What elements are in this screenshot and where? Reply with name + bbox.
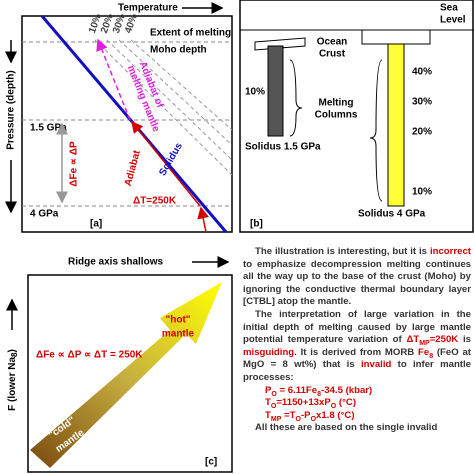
- label: 40%: [412, 67, 432, 78]
- text-run: T: [265, 397, 271, 409]
- paragraph: TMP =TO-POx1.8 (°C): [243, 410, 471, 423]
- label: 20%: [412, 127, 432, 138]
- label: Moho depth: [150, 45, 207, 56]
- text-run: =T: [281, 409, 296, 421]
- text-run: MP: [270, 415, 282, 423]
- y-axis-label: F (lower Na8): [7, 349, 19, 411]
- text-run: All these are based on the single invali…: [255, 422, 438, 434]
- label: ΔFe ∝ ΔP: [69, 141, 80, 187]
- text-run: MP: [419, 340, 430, 348]
- adiabat-line: [197, 206, 210, 233]
- text-run: . It is derived from MORB: [294, 346, 418, 358]
- panel-frame: [21, 15, 233, 233]
- text-run: misguiding: [243, 346, 295, 358]
- text-run: (°C): [336, 397, 357, 409]
- melt-isopleths: [94, 39, 233, 176]
- text-run: P: [265, 384, 272, 396]
- text-run: ΔT: [406, 334, 420, 346]
- paragraph: The interpretation of large variation in…: [243, 309, 471, 385]
- text-run: O: [270, 403, 277, 411]
- text-run: incorrect: [429, 246, 471, 257]
- label: Extent of melting: [150, 28, 231, 39]
- text-run: to infer mantle processes:: [243, 359, 471, 383]
- y-axis-label: Pressure (depth): [6, 70, 17, 149]
- label: Level: [440, 15, 466, 26]
- brace: [369, 59, 383, 202]
- text-run: 8: [429, 352, 434, 360]
- x-axis-label: Temperature: [118, 3, 178, 14]
- label: Sea: [440, 3, 458, 14]
- crust: [361, 29, 431, 45]
- text-run: O: [271, 390, 277, 398]
- label: ): [7, 349, 18, 352]
- text-run: =250K: [429, 334, 459, 346]
- label: 8: [10, 352, 19, 357]
- text-run: is: [458, 334, 471, 346]
- text-run: invalid: [360, 359, 392, 371]
- text-run: x1.8 (°C): [316, 409, 355, 421]
- label: 4 GPa: [30, 209, 59, 220]
- melting-column: [267, 45, 284, 137]
- text-run: Fe: [418, 346, 430, 358]
- label: Melting: [319, 98, 354, 109]
- text-run: = 6.11Fe: [276, 384, 318, 396]
- panel-title: Ridge axis shallows: [68, 257, 163, 268]
- label: Adiabat: [123, 149, 143, 188]
- panel-tag: [c]: [205, 457, 217, 468]
- label: mantle: [162, 329, 195, 340]
- text-run: T: [265, 409, 271, 421]
- label: Crust: [319, 49, 346, 60]
- text-run: O: [310, 415, 317, 423]
- text-run: O: [330, 403, 337, 411]
- paragraph: All these are based on the single invali…: [243, 422, 471, 435]
- melting-column: [387, 43, 405, 207]
- label: ΔT=250K: [133, 196, 177, 207]
- paragraph: PO = 6.11Fe8-34.5 (kbar): [243, 385, 471, 398]
- text-run: (FeO at MgO = 8 wt%) that is: [243, 346, 472, 371]
- label: Solidus 1.5 GPa: [245, 142, 321, 153]
- text-block: The illustration is interesting, but it …: [243, 246, 471, 435]
- adiabat-line: [131, 120, 201, 207]
- text-run: -34.5 (kbar): [321, 384, 373, 396]
- label: 30%: [412, 97, 432, 108]
- paragraph: The illustration is interesting, but it …: [243, 246, 471, 309]
- panel-tag: [a]: [90, 219, 102, 230]
- label: 10%: [412, 187, 432, 198]
- label: F (lower Na: [7, 357, 18, 411]
- label: Ocean: [317, 37, 348, 48]
- text-run: The interpretation of large variation in…: [243, 308, 471, 346]
- depth-lines: [22, 41, 232, 207]
- label: 1.5 GPa: [30, 123, 67, 134]
- panel-frame: [27, 274, 233, 473]
- text-run: 8: [317, 390, 322, 398]
- text-run: The illustration is interesting, but it …: [255, 246, 430, 257]
- text-run: to emphasize decompression melting conti…: [243, 258, 471, 308]
- paragraph: TO=1150+13xPO (°C): [243, 397, 471, 410]
- label: "hot": [165, 315, 190, 326]
- label: ΔFe ∝ ΔP ∝ ΔT = 250K: [36, 350, 143, 361]
- text-run: =1150+13xP: [276, 397, 331, 409]
- label: Solidus 4 GPa: [358, 209, 426, 220]
- label: Columns: [315, 110, 358, 121]
- text-run: O: [295, 415, 301, 423]
- panel-frame: [239, 0, 474, 233]
- brace: [289, 59, 303, 137]
- adiabat-melting: [96, 38, 131, 121]
- label: 10%: [245, 87, 265, 98]
- gradient-arrow: [30, 282, 222, 468]
- panel-tag: [b]: [250, 219, 263, 230]
- text-run: -P: [300, 409, 311, 421]
